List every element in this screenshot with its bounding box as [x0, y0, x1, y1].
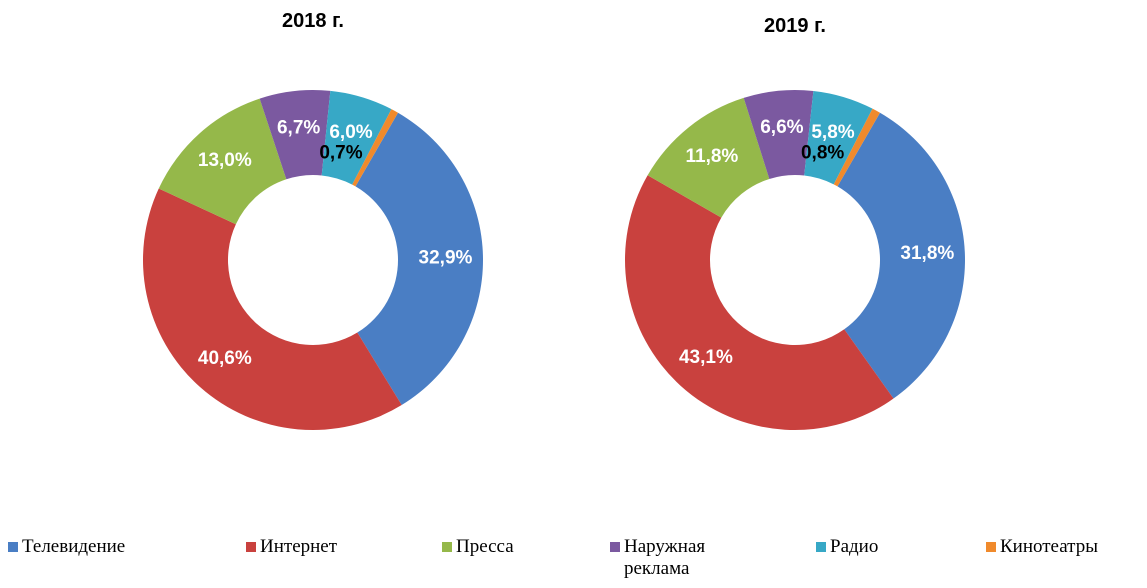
legend-item: Пресса [442, 536, 602, 558]
legend-item: Радио [816, 536, 966, 558]
data-label: 31,8% [900, 243, 954, 264]
donut-slice [158, 98, 287, 225]
chart-title: 2018 г. [282, 10, 344, 32]
data-label: 6,7% [277, 117, 320, 138]
data-label: 0,7% [319, 143, 362, 164]
donut-slice [743, 90, 814, 179]
donut-slice [647, 97, 770, 218]
chart-title: 2019 г. [764, 15, 826, 37]
donut-slice [837, 112, 966, 399]
legend-swatch [986, 542, 996, 552]
data-label: 5,8% [811, 122, 854, 143]
donut-slice [625, 175, 894, 430]
legend-label: Кинотеатры [1000, 536, 1098, 557]
donut-slice [804, 90, 873, 185]
donut-slice [833, 108, 880, 187]
data-label: 11,8% [686, 146, 739, 167]
legend-label: Пресса [456, 536, 514, 557]
chart: 2018 г. 32,9% 40,6% 13,0% 6,7% 6,0%0,7% 2019 г… [142, 10, 966, 431]
legend-swatch [8, 542, 18, 552]
donut-slice [259, 90, 331, 180]
data-label: 13,0% [198, 150, 252, 171]
data-label: 0,8% [801, 143, 844, 164]
data-label: 40,6% [198, 348, 252, 369]
legend: Телевидение Интернет Пресса Наружная реклам… [8, 536, 1143, 586]
donut-slice [355, 112, 483, 406]
legend-item: Интернет [246, 536, 426, 558]
legend-item: Телевидение [8, 536, 228, 558]
data-label: 43,1% [679, 347, 733, 368]
donut-slice [142, 188, 402, 431]
data-label: 6,6% [760, 117, 803, 138]
legend-swatch [246, 542, 256, 552]
legend-swatch [442, 542, 452, 552]
donut-slice [321, 90, 392, 185]
legend-item: Наружная реклама [610, 536, 750, 580]
legend-label: Интернет [260, 536, 338, 557]
legend-item: Кинотеатры [986, 536, 1146, 558]
legend-label: Наружная реклама [624, 536, 706, 579]
data-label: 6,0% [329, 122, 372, 143]
legend-swatch [610, 542, 620, 552]
legend-label: Телевидение [22, 536, 126, 557]
data-label: 32,9% [419, 247, 473, 268]
legend-label: Радио [830, 536, 879, 557]
donut-slice [352, 109, 398, 187]
legend-swatch [816, 542, 826, 552]
